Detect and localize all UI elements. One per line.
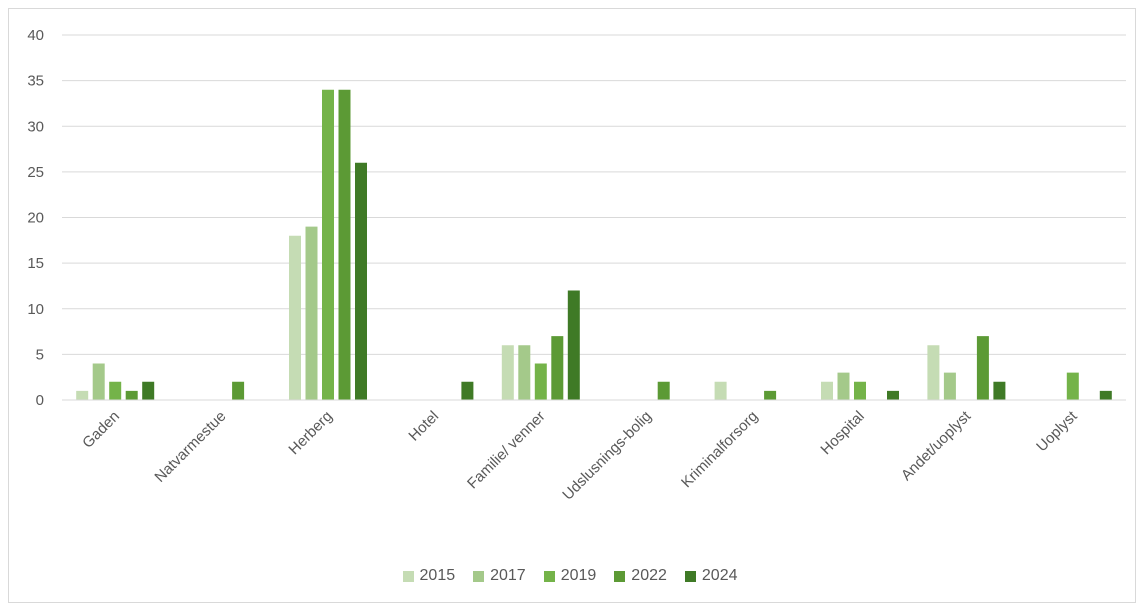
bar-2017 bbox=[837, 372, 850, 400]
bar-2024 bbox=[887, 390, 899, 400]
x-tick-label: Gaden bbox=[79, 408, 123, 452]
legend-swatch bbox=[402, 570, 414, 582]
x-tick-label: Kriminalforsorg bbox=[678, 408, 761, 491]
x-tick-label: Natvarmestue bbox=[151, 408, 229, 486]
legend-swatch bbox=[684, 570, 696, 582]
y-tick-label: 40 bbox=[27, 27, 44, 44]
bar-2022 bbox=[551, 336, 564, 400]
y-tick-label: 25 bbox=[27, 164, 44, 181]
bar-2022 bbox=[657, 381, 670, 400]
y-tick-label: 35 bbox=[27, 73, 44, 90]
legend-swatch bbox=[614, 570, 626, 582]
bar-2015 bbox=[714, 381, 727, 400]
legend-item: 2024 bbox=[684, 567, 738, 585]
bar-2017 bbox=[92, 363, 105, 400]
x-tick-label: Udslusnings-bolig bbox=[559, 408, 655, 504]
bar-2017 bbox=[305, 226, 318, 400]
legend-swatch bbox=[543, 570, 555, 582]
x-tick-label: Hotel bbox=[405, 408, 442, 445]
legend-label: 2024 bbox=[701, 567, 738, 584]
bar-2015 bbox=[289, 235, 301, 400]
bar-2022 bbox=[232, 381, 245, 400]
legend-label: 2017 bbox=[490, 567, 526, 584]
legend-item: 2015 bbox=[402, 567, 456, 585]
bar-2017 bbox=[943, 372, 956, 400]
y-tick-label: 5 bbox=[36, 346, 44, 363]
legend-label: 2022 bbox=[631, 567, 667, 584]
bar-2024 bbox=[355, 162, 367, 400]
legend-item: 2017 bbox=[473, 567, 526, 585]
legend-swatch bbox=[473, 570, 485, 582]
bar-2022 bbox=[338, 89, 351, 400]
bar-2024 bbox=[1099, 390, 1112, 400]
bar-2024 bbox=[461, 381, 474, 400]
bar-2015 bbox=[76, 390, 89, 400]
bar-2019 bbox=[534, 363, 547, 400]
bar-2015 bbox=[927, 345, 940, 400]
bar-2022 bbox=[764, 390, 777, 400]
legend-label: 2015 bbox=[419, 567, 456, 584]
legend-item: 2022 bbox=[614, 567, 667, 585]
x-tick-label: Herberg bbox=[285, 408, 335, 458]
y-tick-label: 30 bbox=[27, 118, 44, 135]
legend-label: 2019 bbox=[560, 567, 597, 584]
x-tick-label: Familie/ venner bbox=[464, 408, 549, 493]
y-tick-label: 15 bbox=[27, 255, 44, 272]
bar-2019 bbox=[854, 381, 866, 400]
bar-2015 bbox=[821, 381, 833, 400]
x-tick-label: Uoplyst bbox=[1033, 407, 1081, 455]
bar-2024 bbox=[142, 381, 155, 400]
bar-2022 bbox=[976, 336, 989, 400]
y-tick-label: 20 bbox=[27, 210, 44, 227]
bar-2024 bbox=[993, 381, 1006, 400]
bar-2019 bbox=[1066, 372, 1079, 400]
bar-2019 bbox=[109, 381, 122, 400]
y-tick-label: 10 bbox=[27, 301, 44, 318]
chart-legend: 2015 2017 2019 2022 2024 bbox=[0, 567, 1140, 585]
bar-2019 bbox=[322, 89, 334, 400]
bar-2017 bbox=[518, 345, 531, 400]
x-tick-label: Hospital bbox=[817, 408, 867, 458]
bar-2024 bbox=[567, 290, 580, 400]
bar-2015 bbox=[501, 345, 514, 400]
x-tick-label: Andet/uoplyst bbox=[898, 407, 975, 484]
y-tick-label: 0 bbox=[36, 392, 44, 409]
bar-2022 bbox=[125, 390, 138, 400]
legend-item: 2019 bbox=[543, 567, 597, 585]
